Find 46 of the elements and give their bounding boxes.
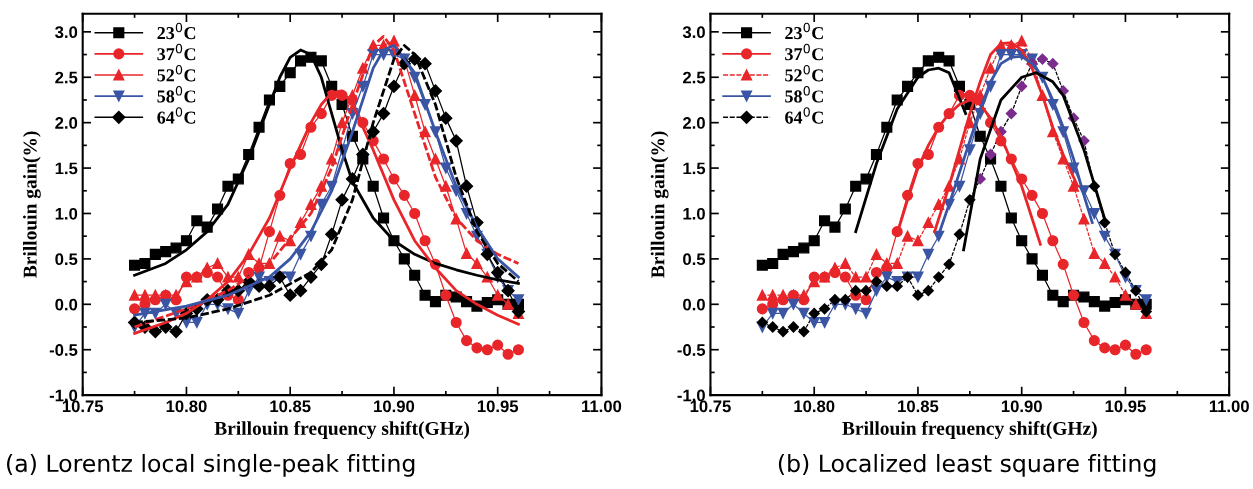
legend-label: 37$^{0}$C: [785, 43, 823, 61]
y-tick-label: 2.0: [683, 117, 705, 129]
y-tick-label: 0.0: [683, 298, 705, 311]
legend-label: 52$^{0}$C: [157, 64, 196, 82]
text: (a) Lorentz local single-peak fitting: [7, 453, 415, 477]
y-tick-label: 2.0: [55, 117, 78, 129]
y-tick-label: 1.0: [683, 207, 705, 220]
x-tick-label: 11.00: [582, 400, 622, 413]
y-axis-title: Brillouin gain(%): [650, 131, 669, 278]
legend-label: 37$^{0}$C: [157, 43, 196, 61]
legend-label: 58$^{0}$C: [157, 86, 196, 103]
y-tick-label: 1.5: [55, 162, 78, 175]
x-axis-title: Brillouin frequency shift(GHz): [214, 421, 470, 439]
x-tick-label: 10.80: [794, 400, 835, 413]
legend-label: 23$^{0}$C: [785, 22, 823, 40]
legend-label: 52$^{0}$C: [785, 64, 823, 82]
legend-label: 64$^{0}$C: [157, 107, 196, 124]
legend-label: 23$^{0}$C: [157, 22, 196, 40]
x-tick-label: 10.75: [62, 400, 104, 413]
text: (b) Localized least square fitting: [778, 453, 1156, 477]
y-axis-title: Brillouin gain(%): [23, 131, 41, 278]
x-tick-label: 11.00: [1209, 400, 1249, 413]
y-tick-label: 2.5: [55, 71, 78, 84]
x-tick-label: 10.80: [166, 400, 207, 413]
y-tick-label: 1.0: [55, 207, 78, 220]
x-tick-label: 10.90: [374, 400, 415, 413]
x-axis-title: Brillouin frequency shift(GHz): [842, 421, 1097, 439]
x-tick-label: 10.75: [690, 400, 731, 413]
legend-label: 58$^{0}$C: [785, 86, 823, 103]
y-tick-label: 3.0: [682, 26, 705, 39]
y-tick-label: -1.0: [677, 389, 705, 402]
y-tick-label: -0.5: [677, 344, 706, 356]
y-tick-label: 2.5: [683, 71, 706, 84]
x-tick-label: 10.85: [270, 400, 311, 413]
y-tick-label: 3.0: [55, 26, 78, 39]
y-tick-label: 1.5: [683, 162, 706, 175]
y-tick-label: -1.0: [49, 389, 78, 402]
y-tick-label: -0.5: [49, 344, 78, 356]
x-tick-label: 10.90: [1001, 400, 1042, 413]
legend-label: 64$^{0}$C: [785, 107, 823, 124]
y-tick-label: 0.0: [55, 298, 78, 311]
x-tick-label: 10.85: [898, 400, 939, 413]
x-tick-label: 10.95: [1105, 400, 1146, 413]
y-tick-label: 0.5: [683, 253, 706, 266]
y-tick-label: 0.5: [55, 253, 78, 266]
x-tick-label: 10.95: [477, 400, 519, 413]
